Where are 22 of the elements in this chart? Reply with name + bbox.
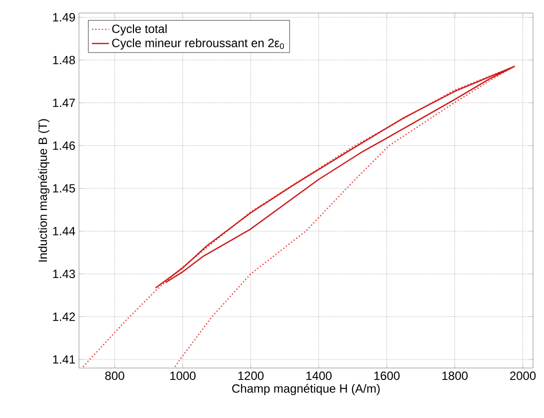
line-series (154, 66, 515, 289)
x-tick-label: 1600 (374, 372, 400, 380)
x-tick-label: 2000 (510, 372, 536, 380)
y-tick-label: 1.41 (53, 355, 75, 364)
y-tick-label: 1.49 (53, 13, 75, 22)
legend-label: Cycle total (112, 24, 167, 36)
y-tick-label: 1.47 (53, 98, 75, 107)
x-tick-label: 1200 (238, 372, 264, 380)
y-tick-label: 1.45 (53, 184, 75, 193)
x-tick-label: 800 (105, 372, 124, 380)
x-tick-label: 1000 (170, 372, 196, 380)
y-tick-label: 1.43 (53, 270, 75, 278)
x-axis-title: Champ magnétique H (A/m) (232, 384, 380, 396)
x-tick-label: 1400 (306, 372, 332, 380)
y-axis-title: Induction magnétique B (T) (38, 119, 50, 262)
legend-label: Cycle mineur rebroussant en 2ε$_{0}$ (112, 38, 284, 50)
x-tick-label: 1800 (442, 372, 468, 380)
y-tick-label: 1.48 (53, 56, 75, 64)
y-tick-label: 1.44 (53, 227, 76, 236)
y-tick-label: 1.42 (53, 312, 75, 321)
line-series (82, 66, 515, 368)
y-tick-label: 1.46 (53, 141, 75, 150)
